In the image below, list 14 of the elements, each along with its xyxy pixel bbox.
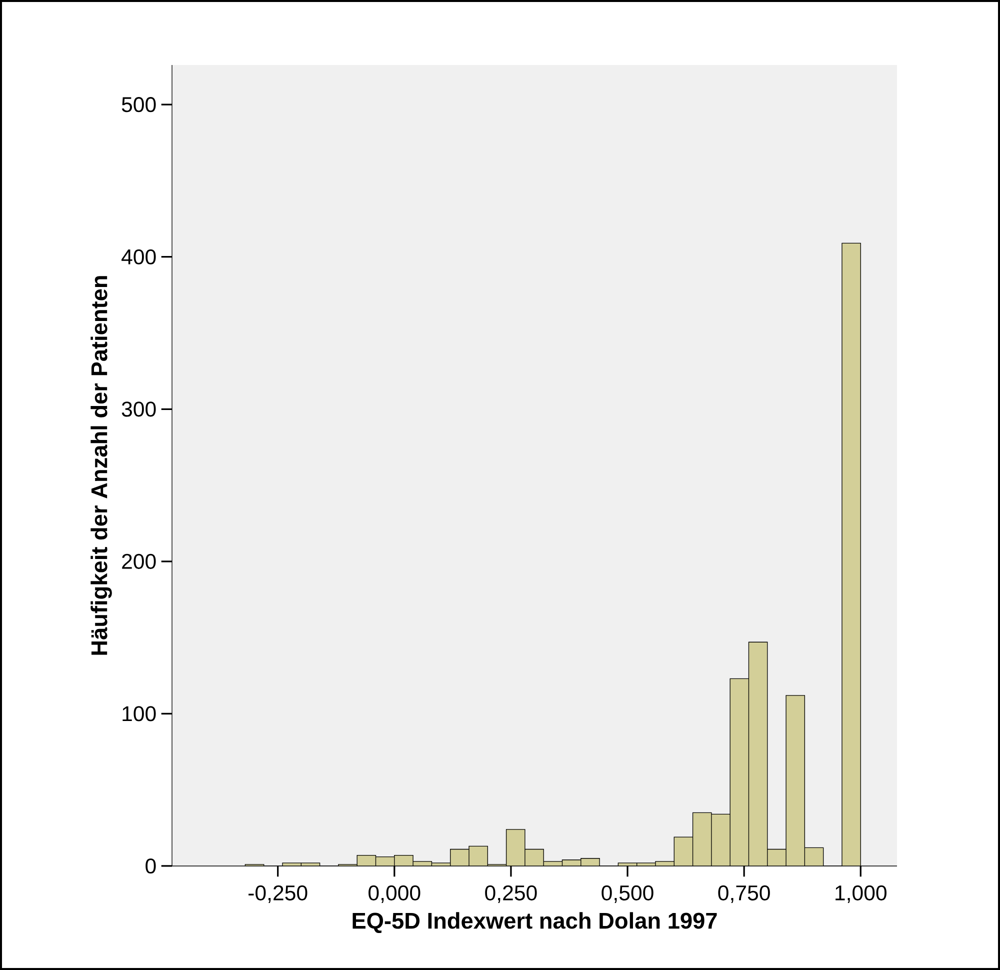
y-axis-title: Häufigkeit der Anzahl der Patienten [90,276,112,655]
x-axis-title: EQ-5D Indexwert nach Dolan 1997 [352,912,717,934]
x-tick-label: 0,000 [368,885,420,903]
y-tick-label: 500 [122,97,156,112]
x-tick-label: 0,500 [602,885,654,903]
x-tick-label: 1,000 [836,885,886,903]
y-tick-label: 100 [122,706,156,722]
y-tick-label: 400 [122,249,156,264]
x-tick-label: -0,250 [248,885,308,903]
y-tick-label: 300 [122,402,156,417]
y-tick-label: 200 [122,554,156,569]
y-tick-label: 0 [146,858,156,874]
x-tick-label: 0,750 [718,885,770,903]
x-tick-label: 0,250 [485,885,537,903]
